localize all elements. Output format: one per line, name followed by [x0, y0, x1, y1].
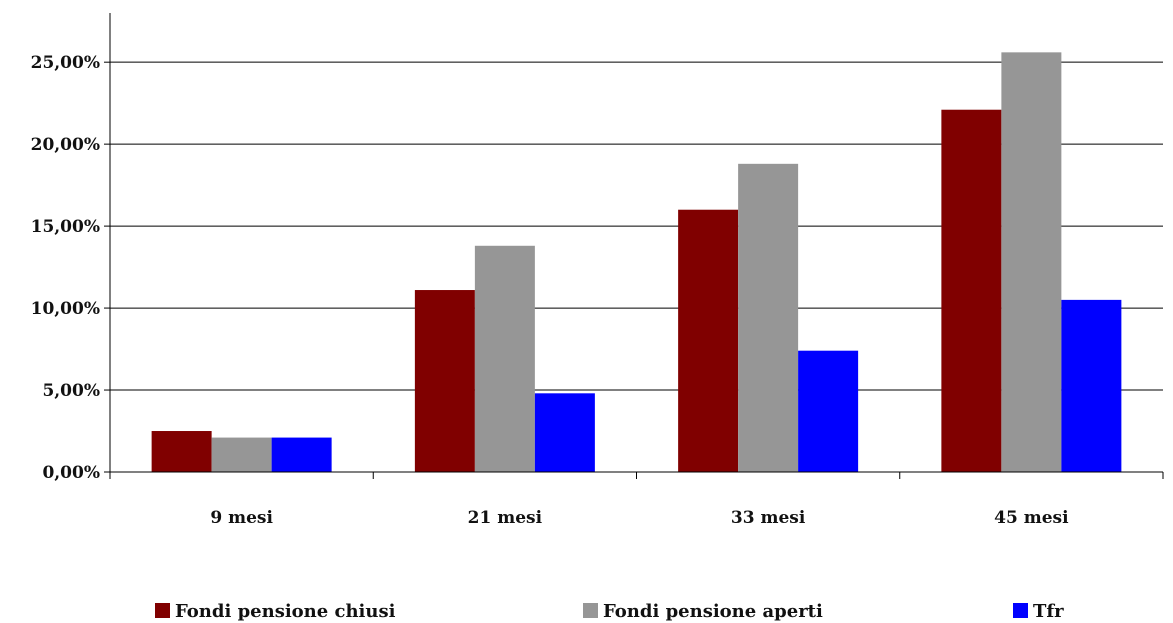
bar-fondi-pensione-aperti-9-mesi [211, 437, 272, 472]
y-tick-label: 10,00% [31, 299, 100, 319]
legend-label: Fondi pensione chiusi [175, 601, 396, 622]
bar-tfr-21-mesi [534, 393, 595, 472]
bar-fondi-pensione-chiusi-33-mesi [678, 209, 739, 472]
bar-fondi-pensione-chiusi-45-mesi [941, 109, 1002, 472]
x-tick-label: 21 mesi [468, 508, 543, 528]
legend-label: Fondi pensione aperti [603, 601, 823, 622]
bars [151, 52, 1122, 473]
legend-swatch [1013, 603, 1028, 618]
y-tick-labels: 0,00% 5,00% 10,00% 15,00% 20,00% 25,00% [31, 53, 100, 483]
bar-fondi-pensione-aperti-45-mesi [1001, 52, 1062, 472]
legend: Fondi pensione chiusi Fondi pensione aper… [155, 601, 1064, 622]
x-tick-label: 9 mesi [210, 508, 273, 528]
y-tick-label: 15,00% [31, 217, 100, 237]
y-tick-label: 25,00% [31, 53, 100, 73]
legend-label: Tfr [1033, 601, 1064, 622]
y-tick-label: 0,00% [42, 463, 100, 483]
bar-fondi-pensione-chiusi-21-mesi [414, 290, 475, 472]
y-tick-label: 5,00% [42, 381, 100, 401]
bar-tfr-45-mesi [1061, 299, 1122, 472]
y-tick-label: 20,00% [31, 135, 100, 155]
bar-fondi-pensione-aperti-33-mesi [738, 163, 799, 473]
bar-tfr-33-mesi [798, 350, 859, 472]
legend-swatch [155, 603, 170, 618]
x-tick-label: 45 mesi [994, 508, 1069, 528]
x-tick-label: 33 mesi [731, 508, 806, 528]
bar-tfr-9-mesi [271, 437, 332, 472]
axes [104, 13, 1164, 479]
legend-swatch [583, 603, 598, 618]
bar-fondi-pensione-aperti-21-mesi [474, 245, 535, 472]
x-tick-labels: 9 mesi 21 mesi 33 mesi 45 mesi [210, 508, 1069, 528]
bar-fondi-pensione-chiusi-9-mesi [151, 431, 212, 472]
